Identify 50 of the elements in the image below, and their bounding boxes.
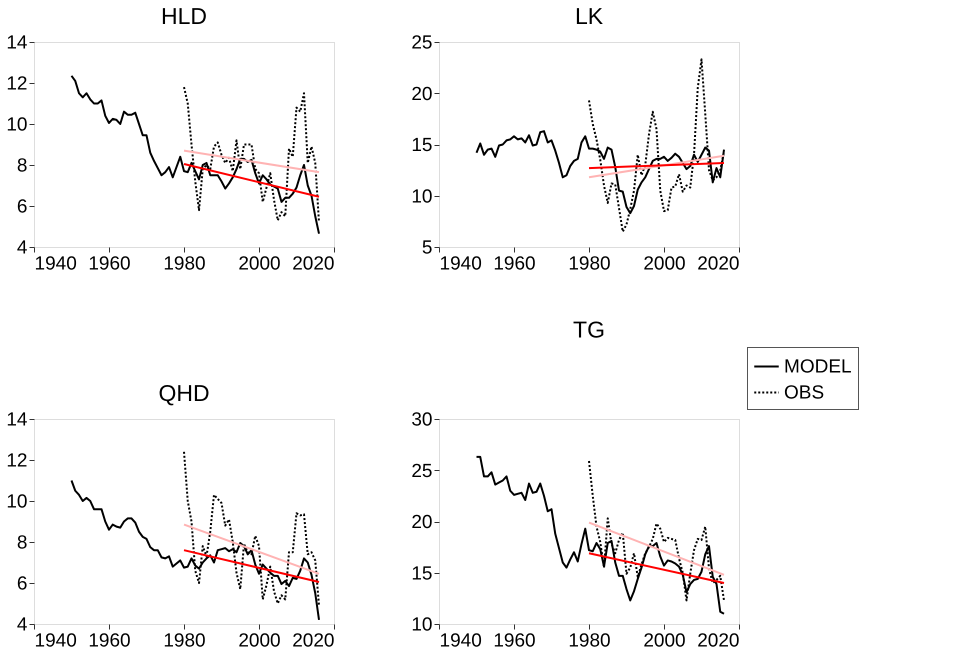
x-tick-label: 1960 [88,630,131,652]
y-tick-label: 10 [6,492,28,512]
x-tick-label: 1960 [493,254,536,274]
x-tick-label: 1960 [88,254,131,274]
x-tick-label: 1980 [568,630,611,652]
x-tick-label: 1980 [163,254,206,274]
chart-title: TG [573,316,605,342]
chart-title: HLD [160,3,208,29]
x-tick-label: 2000 [238,254,281,274]
x-tick-label: 1940 [440,254,482,274]
y-tick-label: 20 [411,84,432,105]
chart-title: QHD [158,380,210,406]
legend-label: OBS [784,382,824,404]
y-tick-label: 15 [411,563,432,584]
x-tick-label: 2020 [292,630,334,652]
x-tick-label: 1980 [163,630,206,652]
x-tick-label: 2020 [292,254,334,274]
x-tick-label: 2000 [643,254,686,274]
y-tick-label: 12 [6,450,28,472]
y-tick-label: 6 [16,574,28,594]
x-tick-label: 2000 [643,630,686,652]
x-tick-label: 1960 [493,630,536,652]
y-tick-label: 15 [411,135,432,156]
y-tick-label: 10 [411,614,432,636]
y-tick-label: 14 [6,32,28,54]
y-tick-label: 4 [16,238,28,258]
y-tick-label: 8 [16,156,28,176]
x-tick-label: 2020 [697,630,740,652]
y-tick-label: 4 [16,614,28,636]
x-tick-label: 2020 [697,254,740,274]
x-tick-label: 1940 [34,254,77,274]
y-tick-label: 25 [411,460,432,482]
x-tick-label: 1980 [568,254,611,274]
y-tick-label: 10 [6,114,28,136]
legend-label: MODEL [784,356,852,378]
y-tick-label: 6 [16,196,28,218]
y-tick-label: 30 [411,410,432,430]
y-tick-label: 20 [411,512,432,533]
y-tick-label: 8 [16,532,28,554]
y-tick-label: 25 [411,32,432,54]
y-tick-label: 10 [411,186,432,208]
line-series [70,74,320,235]
x-tick-label: 1940 [440,630,482,652]
y-tick-label: 12 [6,74,28,94]
line-series [476,456,725,615]
y-tick-label: 14 [6,410,28,430]
chart-title: LK [574,3,604,29]
x-tick-label: 2000 [238,630,281,652]
x-tick-label: 1940 [34,630,77,652]
y-tick-label: 5 [422,238,432,258]
